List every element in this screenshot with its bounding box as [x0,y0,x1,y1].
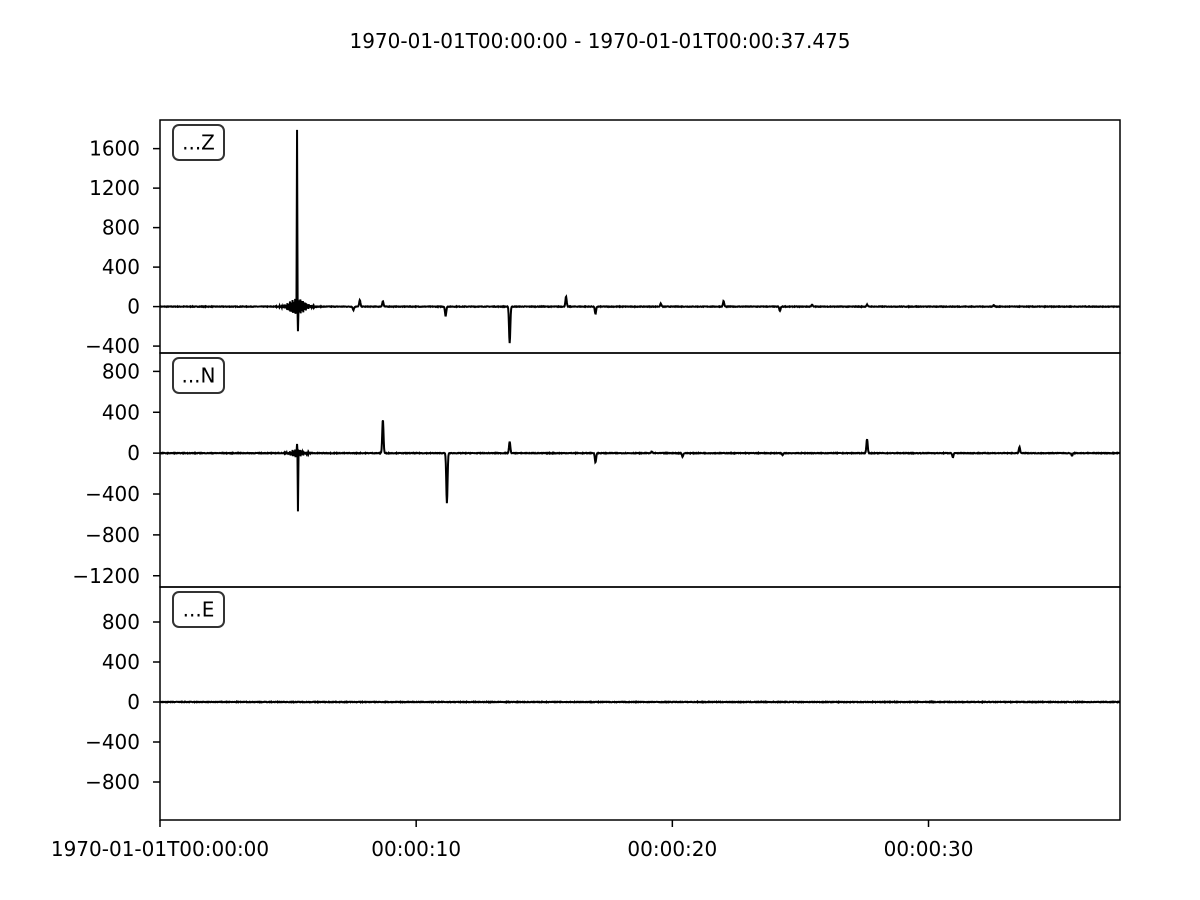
channel-label-2: ...N [181,364,215,388]
xtick-label-3: 00:00:20 [627,837,717,861]
channel-label-3: ...E [183,598,215,622]
ytick-label-1-3: 800 [102,216,140,240]
channel-badge-3 [172,591,225,628]
ytick-label-3-3: 0 [127,690,140,714]
ytick-label-3-4: −400 [85,730,140,754]
panel-1: 1600 1200 800 400 0 −400 ...Z [85,119,1121,358]
chart-title: 1970-01-01T00:00:00 - 1970-01-01T00:00:3… [349,29,850,53]
ytick-label-2-2: 400 [102,400,140,424]
ytick-label-2-4: −400 [85,482,140,506]
ytick-label-3-2: 400 [102,650,140,674]
xtick-label-1: 1970-01-01T00:00:00 [51,837,269,861]
ytick-label-2-5: −800 [85,523,140,547]
ytick-label-3-5: −800 [85,770,140,794]
panels-group: 1600 1200 800 400 0 −400 ...Z 800 400 0 −400 −800 −1… [72,119,1121,821]
ytick-label-1-6: −400 [85,334,140,358]
panel-3: 800 400 0 −400 −800 ...E [85,586,1121,821]
ytick-label-3-1: 800 [102,610,140,634]
ytick-label-1-2: 1200 [89,176,140,200]
panel-2: 800 400 0 −400 −800 −1200 ...N [72,352,1121,588]
x-axis: 1970-01-01T00:00:00 00:00:10 00:00:20 00:00… [51,820,974,861]
channel-badge-2 [172,357,225,394]
ytick-label-2-3: 0 [127,441,140,465]
panel-frame-3 [159,586,1121,821]
trace-line-1 [160,129,1120,344]
trace-line-2 [160,420,1120,512]
trace-line-3 [160,699,1120,705]
channel-label-1: ...Z [182,131,215,155]
xtick-label-4: 00:00:30 [884,837,974,861]
xtick-label-2: 00:00:10 [371,837,461,861]
ytick-label-1-5: 0 [127,295,140,319]
ytick-label-2-6: −1200 [72,564,140,588]
ytick-label-1-1: 1600 [89,137,140,161]
channel-badge-1 [172,124,225,161]
ytick-label-2-1: 800 [102,359,140,383]
ytick-label-1-4: 400 [102,255,140,279]
